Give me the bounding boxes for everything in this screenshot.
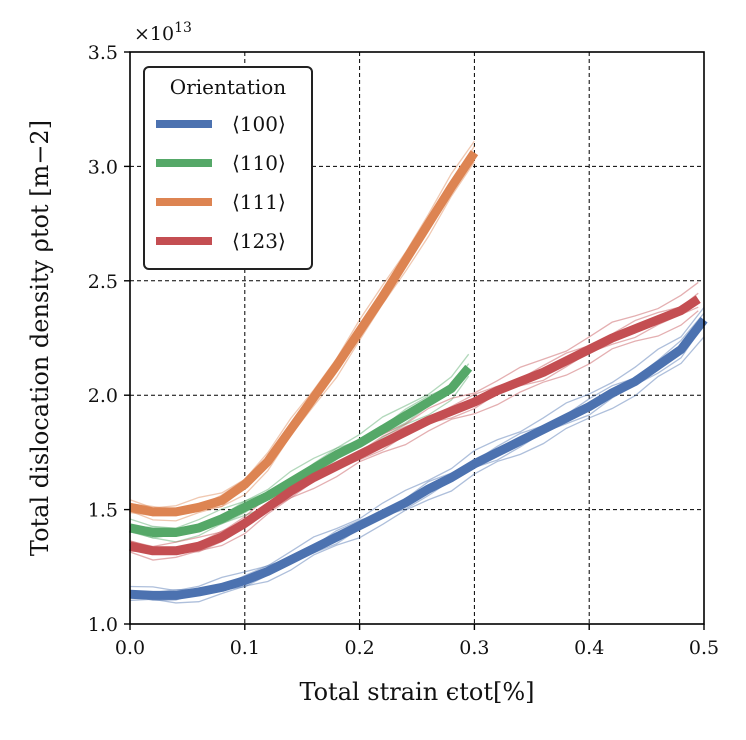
- run-trace-line: [129, 281, 699, 548]
- y-tick-label: 1.0: [88, 614, 118, 636]
- legend-entry-123: ⟨123⟩: [156, 229, 286, 253]
- ticks-layer: 0.0 0.1 0.2 0.3 0.4 0.5 1.0 1.5 2.0 2.5 3.0 3.5: [88, 42, 719, 659]
- legend-label-123: ⟨123⟩: [232, 229, 286, 253]
- legend: Orientation ⟨100⟩ ⟨110⟩ ⟨111⟩ ⟨123⟩: [143, 66, 313, 270]
- plot-frame: [129, 51, 705, 625]
- y-tick-label: 3.0: [88, 156, 118, 178]
- run-trace-line: [129, 306, 705, 592]
- run-trace-line: [129, 140, 475, 509]
- y-tick-label: 2.0: [88, 385, 118, 407]
- legend-box: [143, 66, 313, 270]
- run-trace-line: [129, 353, 470, 529]
- legend-entry-111: ⟨111⟩: [156, 190, 286, 214]
- x-tick-label: 0.3: [459, 637, 489, 659]
- x-axis-label: Total strain ϵtot[%]: [299, 678, 534, 706]
- run-trace-line: [129, 310, 699, 561]
- y-tick-label: 1.5: [88, 500, 118, 522]
- run-trace-line: [129, 336, 705, 604]
- y-axis-label: Total dislocation density ρtot [m−2]: [26, 120, 54, 556]
- series-layer: [129, 150, 708, 600]
- y-multiplier-exponent: 13: [174, 20, 192, 36]
- y-tick-label: 3.5: [88, 42, 118, 64]
- y-tick-label: 2.5: [88, 271, 118, 293]
- series-line: [129, 150, 479, 517]
- x-tick-label: 0.5: [689, 637, 719, 659]
- legend-title: Orientation: [170, 75, 287, 99]
- legend-entry-100: ⟨100⟩: [156, 112, 286, 136]
- x-tick-label: 0.1: [230, 637, 260, 659]
- x-tick-label: 0.4: [574, 637, 604, 659]
- x-tick-label: 0.2: [344, 637, 374, 659]
- series-line: [129, 316, 708, 600]
- legend-label-111: ⟨111⟩: [232, 190, 286, 214]
- x-tick-label: 0.0: [115, 637, 145, 659]
- series-line: [129, 295, 701, 556]
- legend-entry-110: ⟨110⟩: [156, 151, 286, 175]
- legend-label-100: ⟨100⟩: [232, 112, 286, 136]
- y-multiplier: ×1013: [134, 20, 192, 45]
- y-multiplier-base: ×10: [134, 23, 174, 45]
- legend-label-110: ⟨110⟩: [232, 151, 286, 175]
- series-line: [129, 364, 473, 537]
